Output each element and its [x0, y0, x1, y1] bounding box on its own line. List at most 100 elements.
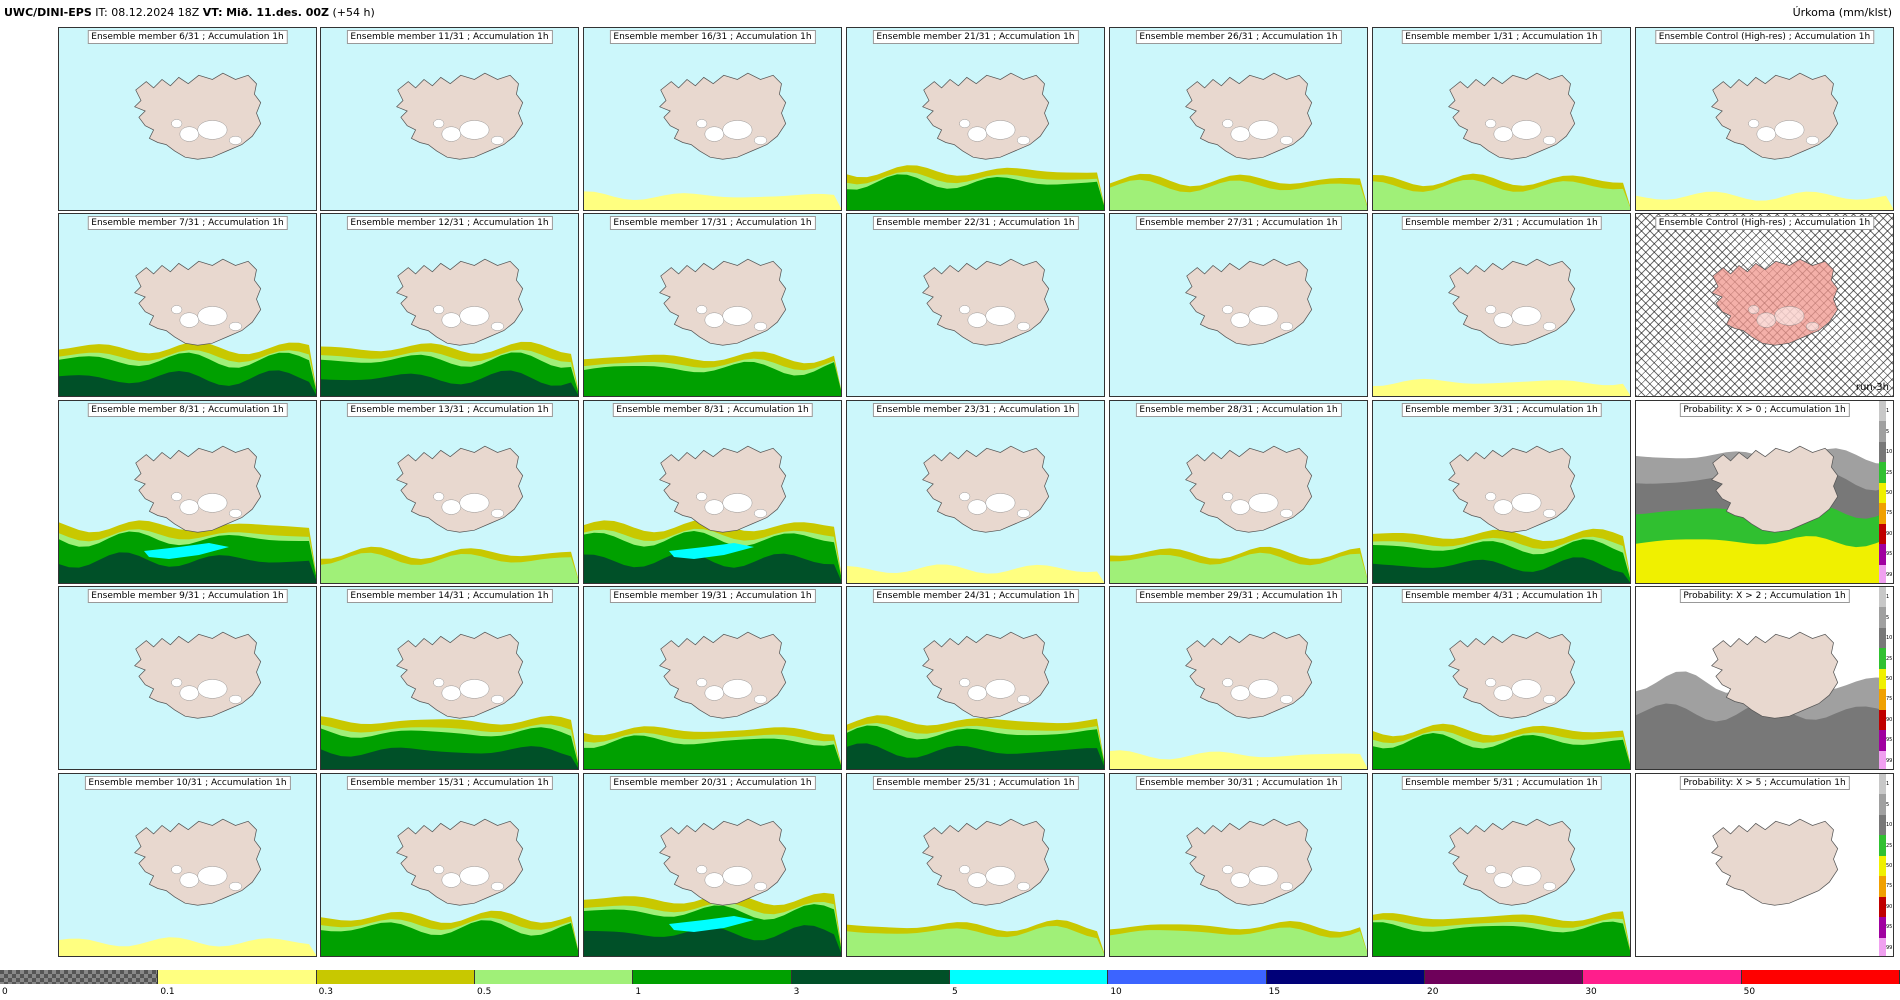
land-outline — [1185, 631, 1313, 719]
precip-band-1 — [1373, 733, 1630, 769]
glacier — [179, 685, 199, 701]
glacier — [1748, 119, 1760, 129]
map-panel: Ensemble member 7/31 ; Accumulation 1h — [58, 213, 317, 397]
land-outline — [659, 445, 787, 533]
map-panel: Ensemble member 9/31 ; Accumulation 1h — [58, 586, 317, 770]
colorbar-swatch — [1583, 970, 1742, 984]
glacier — [753, 881, 768, 891]
probability-scale-tick: 25 — [1886, 655, 1893, 662]
precip-band-0-1 — [59, 937, 316, 956]
precip-map — [1373, 72, 1630, 210]
probability-scale-swatch — [1879, 668, 1886, 690]
probability-scale-tick: 99 — [1886, 944, 1893, 951]
probability-scale-tick: 50 — [1886, 490, 1893, 496]
iceland-landmass — [396, 445, 524, 533]
probability-scale-swatch — [1879, 503, 1886, 524]
glacier — [704, 312, 724, 328]
iceland-landmass — [134, 258, 262, 346]
glacier — [1230, 499, 1250, 515]
iceland-landmass — [1448, 631, 1576, 719]
glacier — [179, 872, 199, 888]
map-panel: Ensemble member 4/31 ; Accumulation 1h — [1372, 586, 1631, 770]
precip-map — [1110, 72, 1367, 210]
glacier — [171, 305, 183, 315]
glacier — [1248, 306, 1279, 326]
land-outline — [396, 445, 524, 533]
glacier — [441, 126, 461, 142]
glacier — [1756, 126, 1776, 142]
probability-scale-swatch — [1879, 730, 1886, 751]
panel-title: Ensemble member 4/31 ; Accumulation 1h — [1401, 589, 1602, 603]
glacier — [1493, 499, 1513, 515]
precip-map — [1373, 258, 1630, 396]
land-outline — [1185, 72, 1313, 160]
glacier — [1485, 492, 1497, 502]
glacier — [1230, 126, 1250, 142]
glacier — [753, 694, 768, 704]
panel-title: Ensemble member 13/31 ; Accumulation 1h — [346, 403, 553, 417]
glacier — [722, 120, 753, 140]
glacier — [1511, 866, 1542, 886]
probability-scale-tick: 1 — [1886, 781, 1890, 788]
panel-title: Ensemble Control (High-res) ; Accumulati… — [1654, 30, 1875, 44]
precip-band-0-1 — [847, 564, 1104, 583]
iceland-landmass — [1185, 445, 1313, 533]
it-label: IT: — [95, 6, 108, 19]
glacier — [696, 492, 708, 502]
precip-map — [134, 631, 262, 719]
glacier — [1805, 135, 1820, 145]
prob-band — [1636, 702, 1893, 769]
glacier — [967, 872, 987, 888]
precip-map — [847, 818, 1104, 956]
iceland-landmass — [659, 445, 787, 533]
precip-band-0-5 — [847, 926, 1104, 956]
glacier — [1230, 685, 1250, 701]
colorbar-swatch — [475, 970, 634, 984]
land-outline — [1448, 72, 1576, 160]
panel-title: Ensemble member 14/31 ; Accumulation 1h — [346, 589, 553, 603]
precip-band-0-1 — [1110, 750, 1367, 769]
precip-band-3 — [59, 552, 316, 583]
glacier — [753, 508, 768, 518]
panel-title: Ensemble member 24/31 ; Accumulation 1h — [872, 589, 1079, 603]
probability-scale-swatch — [1879, 401, 1886, 422]
precip-band-5 — [144, 543, 229, 559]
glacier — [985, 120, 1016, 140]
vt-value: Mið. 11.des. 00Z — [226, 6, 330, 19]
glacier — [1279, 321, 1294, 331]
glacier — [171, 492, 183, 502]
glacier — [441, 872, 461, 888]
glacier — [696, 678, 708, 688]
probability-scale-tick: 5 — [1886, 801, 1890, 808]
probability-scale-tick: 99 — [1886, 571, 1893, 578]
map-panel: Probability: X > 2 ; Accumulation 1h 1 5 10… — [1635, 586, 1894, 770]
precip-map — [321, 631, 578, 769]
probability-scale-swatch — [1879, 794, 1886, 815]
glacier — [1016, 321, 1031, 331]
colorbar-label: 3 — [793, 987, 800, 997]
glacier — [1016, 694, 1031, 704]
probability-scale-swatch — [1879, 564, 1886, 583]
precip-map — [847, 72, 1104, 210]
precip-map — [1711, 258, 1839, 346]
precip-band-0-5 — [1110, 552, 1367, 583]
glacier — [490, 694, 505, 704]
map-panel: Ensemble member 15/31 ; Accumulation 1h — [320, 773, 579, 957]
glacier — [1542, 508, 1557, 518]
glacier — [1222, 305, 1234, 315]
precip-map — [584, 258, 841, 396]
glacier — [967, 499, 987, 515]
glacier — [441, 685, 461, 701]
panel-title: Ensemble member 17/31 ; Accumulation 1h — [609, 216, 816, 230]
glacier — [1756, 312, 1776, 328]
land-outline — [134, 258, 262, 346]
precip-band-3 — [584, 925, 841, 956]
iceland-landmass — [1185, 258, 1313, 346]
panel-title: Ensemble member 23/31 ; Accumulation 1h — [872, 403, 1079, 417]
glacier — [753, 135, 768, 145]
panel-title: Ensemble member 21/31 ; Accumulation 1h — [872, 30, 1079, 44]
probability-scale-tick: 5 — [1886, 428, 1890, 435]
probability-scale-swatch — [1879, 689, 1886, 710]
glacier — [197, 306, 228, 326]
precip-map — [584, 72, 841, 210]
